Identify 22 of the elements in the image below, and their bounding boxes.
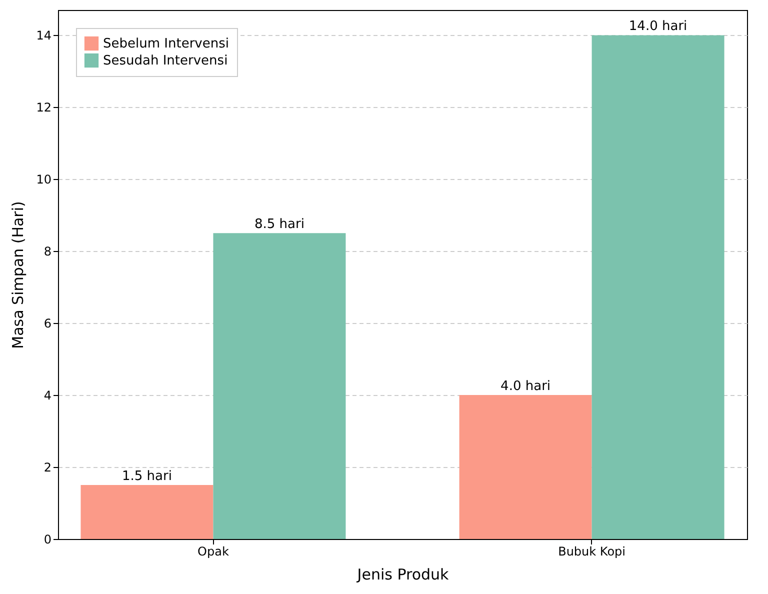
x-tick-label: Opak bbox=[198, 544, 229, 558]
legend-label: Sebelum Intervensi bbox=[103, 36, 229, 52]
y-tick-label: 6 bbox=[44, 316, 52, 331]
bar bbox=[213, 233, 346, 539]
y-tick-label: 10 bbox=[36, 172, 52, 187]
bar bbox=[459, 395, 592, 539]
x-axis-title: Jenis Produk bbox=[356, 566, 450, 584]
x-tick-label: Bubuk Kopi bbox=[558, 544, 626, 558]
bar bbox=[592, 35, 724, 539]
y-tick-label: 14 bbox=[36, 28, 52, 43]
y-tick-label: 4 bbox=[44, 388, 52, 403]
y-tick-label: 2 bbox=[44, 460, 52, 475]
bar bbox=[80, 485, 214, 539]
y-tick-label: 8 bbox=[44, 244, 52, 259]
y-tick-label: 12 bbox=[36, 100, 52, 115]
data-label: 1.5 hari bbox=[122, 469, 172, 484]
data-label: 4.0 hari bbox=[500, 379, 551, 394]
data-label: 8.5 hari bbox=[254, 217, 304, 232]
y-axis-title: Masa Simpan (Hari) bbox=[9, 201, 28, 349]
data-label: 14.0 hari bbox=[628, 19, 688, 34]
legend-label: Sesudah Intervensi bbox=[103, 54, 228, 68]
y-tick-label: 0 bbox=[44, 532, 52, 546]
